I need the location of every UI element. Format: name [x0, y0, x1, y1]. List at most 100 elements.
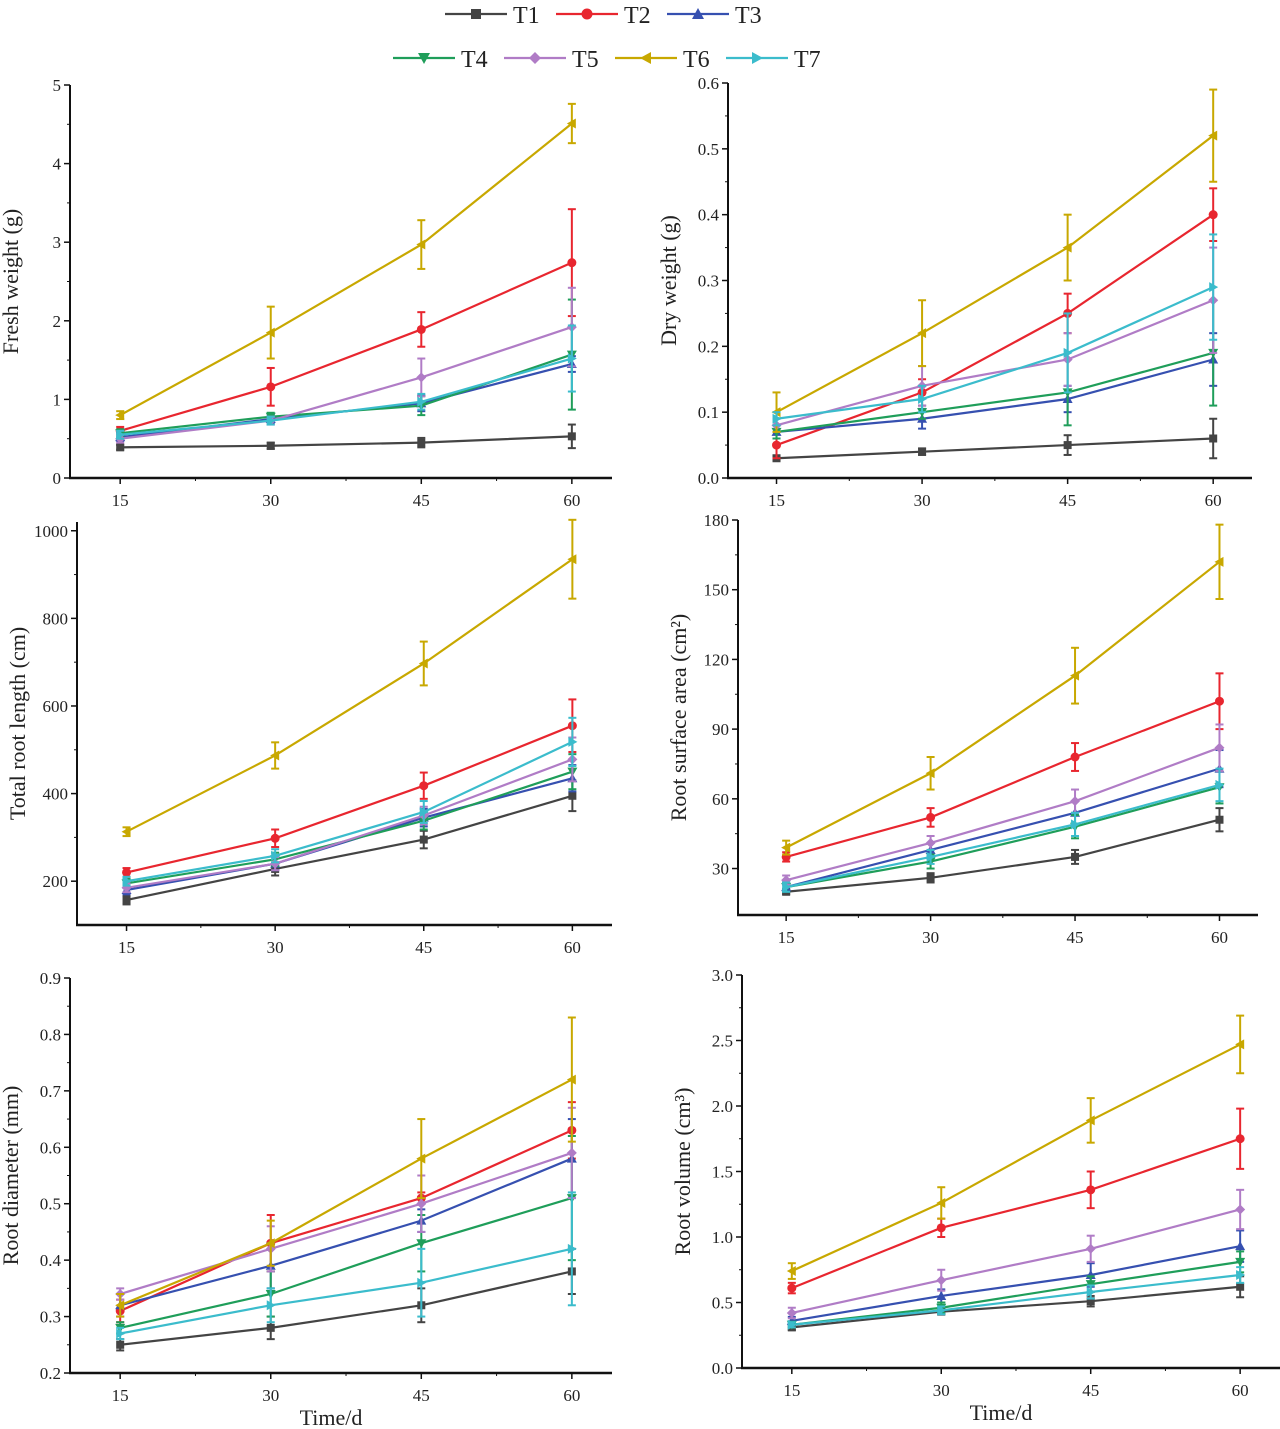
y-axis-label: Total root length (cm) [5, 627, 30, 820]
data-point-T1 [1063, 441, 1072, 450]
series-T5 [115, 1106, 577, 1301]
series-T6 [121, 518, 577, 838]
series-line-T2 [119, 1129, 573, 1312]
data-point-T7 [1215, 779, 1225, 790]
x-tick-label: 45 [1082, 1381, 1099, 1400]
series-line-T5 [785, 746, 1220, 882]
series-line-T1 [120, 435, 572, 449]
series-T2 [781, 672, 1224, 863]
legend-label-T7: T7 [794, 47, 821, 73]
y-tick-label: 2 [53, 312, 62, 331]
x-axis-label: Time/d [970, 1400, 1033, 1425]
data-point-T1 [116, 443, 125, 452]
x-tick-label: 15 [112, 491, 129, 510]
data-point-T1 [568, 791, 577, 800]
series-line-T4 [776, 351, 1214, 434]
data-point-T4 [416, 1239, 427, 1249]
y-tick-label: 1.5 [712, 1163, 733, 1182]
series-T7 [772, 233, 1219, 427]
panel-3: 200 400 600 800 1000 15 30 45 60 Total root lengt… [5, 518, 612, 957]
series-line-T4 [791, 1260, 1241, 1326]
data-point-T6 [270, 750, 280, 761]
legend-label-T2: T2 [624, 3, 651, 29]
data-point-T1 [926, 873, 935, 882]
series-line-T5 [791, 1208, 1241, 1315]
legend-marker-T4 [418, 53, 430, 64]
data-point-T7 [567, 1243, 577, 1254]
y-tick-label: 0.5 [40, 1195, 61, 1214]
series-T6 [771, 88, 1218, 433]
series-T7 [116, 1191, 577, 1341]
data-point-T1 [1209, 434, 1218, 443]
series-line-T5 [776, 299, 1214, 427]
data-point-T7 [1086, 1287, 1096, 1298]
series-line-T1 [791, 1285, 1241, 1329]
data-point-T2 [1208, 210, 1218, 220]
data-point-T6 [1214, 556, 1224, 567]
series-T6 [115, 102, 576, 421]
data-point-T6 [1208, 130, 1218, 141]
data-point-T7 [568, 736, 578, 747]
y-tick-label: 0.2 [40, 1364, 61, 1383]
series-T7 [122, 716, 578, 887]
data-point-T2 [772, 440, 782, 450]
data-point-T7 [918, 394, 928, 404]
series-line-T4 [119, 1197, 573, 1329]
series-T1 [116, 423, 576, 452]
y-tick-label: 0.9 [40, 969, 61, 988]
x-tick-label: 45 [413, 491, 430, 510]
y-tick-label: 0.0 [712, 1359, 733, 1378]
data-point-T7 [122, 876, 132, 887]
y-axis-label: Root diameter (mm) [0, 1086, 23, 1266]
series-line-T3 [791, 1245, 1241, 1322]
y-tick-label: 400 [43, 785, 69, 804]
data-point-T2 [936, 1223, 946, 1233]
data-point-T1 [1086, 1297, 1095, 1306]
data-point-T7 [567, 353, 577, 364]
y-tick-label: 3.0 [712, 966, 733, 985]
y-axis-label: Fresh weight (g) [0, 209, 23, 354]
x-tick-label: 15 [118, 938, 135, 957]
legend-label-T6: T6 [683, 47, 710, 73]
y-tick-label: 0.0 [698, 469, 719, 488]
y-axis-label: Root surface area (cm²) [666, 614, 691, 822]
series-line-T6 [785, 560, 1221, 849]
data-point-T7 [419, 806, 429, 817]
y-tick-label: 120 [704, 650, 730, 669]
data-point-T5 [1214, 742, 1225, 753]
series-line-T3 [776, 358, 1214, 434]
data-point-T2 [1070, 752, 1080, 762]
y-tick-label: 4 [53, 155, 62, 174]
series-T7 [787, 1266, 1246, 1330]
series-line-T5 [119, 1151, 573, 1296]
data-point-T2 [122, 867, 132, 877]
data-point-T7 [417, 396, 427, 407]
y-tick-label: 3 [53, 233, 62, 252]
data-point-T3 [936, 1290, 947, 1300]
series-line-T2 [776, 213, 1214, 447]
y-tick-label: 2.5 [712, 1032, 733, 1051]
data-point-T3 [1235, 1241, 1246, 1251]
series-T6 [115, 1016, 576, 1318]
y-tick-label: 0.5 [698, 140, 719, 159]
x-tick-label: 45 [1067, 928, 1084, 947]
data-point-T6 [786, 1266, 796, 1277]
data-point-T2 [1214, 696, 1224, 706]
series-T5 [115, 286, 577, 444]
series-T6 [786, 1014, 1245, 1280]
series-line-T6 [791, 1043, 1241, 1273]
data-point-T6 [121, 826, 131, 837]
y-tick-label: 0.6 [698, 74, 719, 93]
data-point-T2 [926, 812, 936, 822]
data-point-T6 [567, 554, 577, 565]
data-point-T7 [1063, 347, 1073, 358]
y-tick-label: 800 [43, 609, 69, 628]
data-point-T7 [787, 1319, 797, 1330]
x-tick-label: 30 [933, 1381, 950, 1400]
y-tick-label: 600 [43, 697, 69, 716]
data-point-T1 [567, 432, 576, 441]
panel-6: 0.0 0.5 1.0 1.5 2.0 2.5 3.0 15 30 45 60 Root volume… [670, 966, 1280, 1425]
series-T4 [121, 753, 578, 889]
data-point-T6 [416, 239, 426, 250]
